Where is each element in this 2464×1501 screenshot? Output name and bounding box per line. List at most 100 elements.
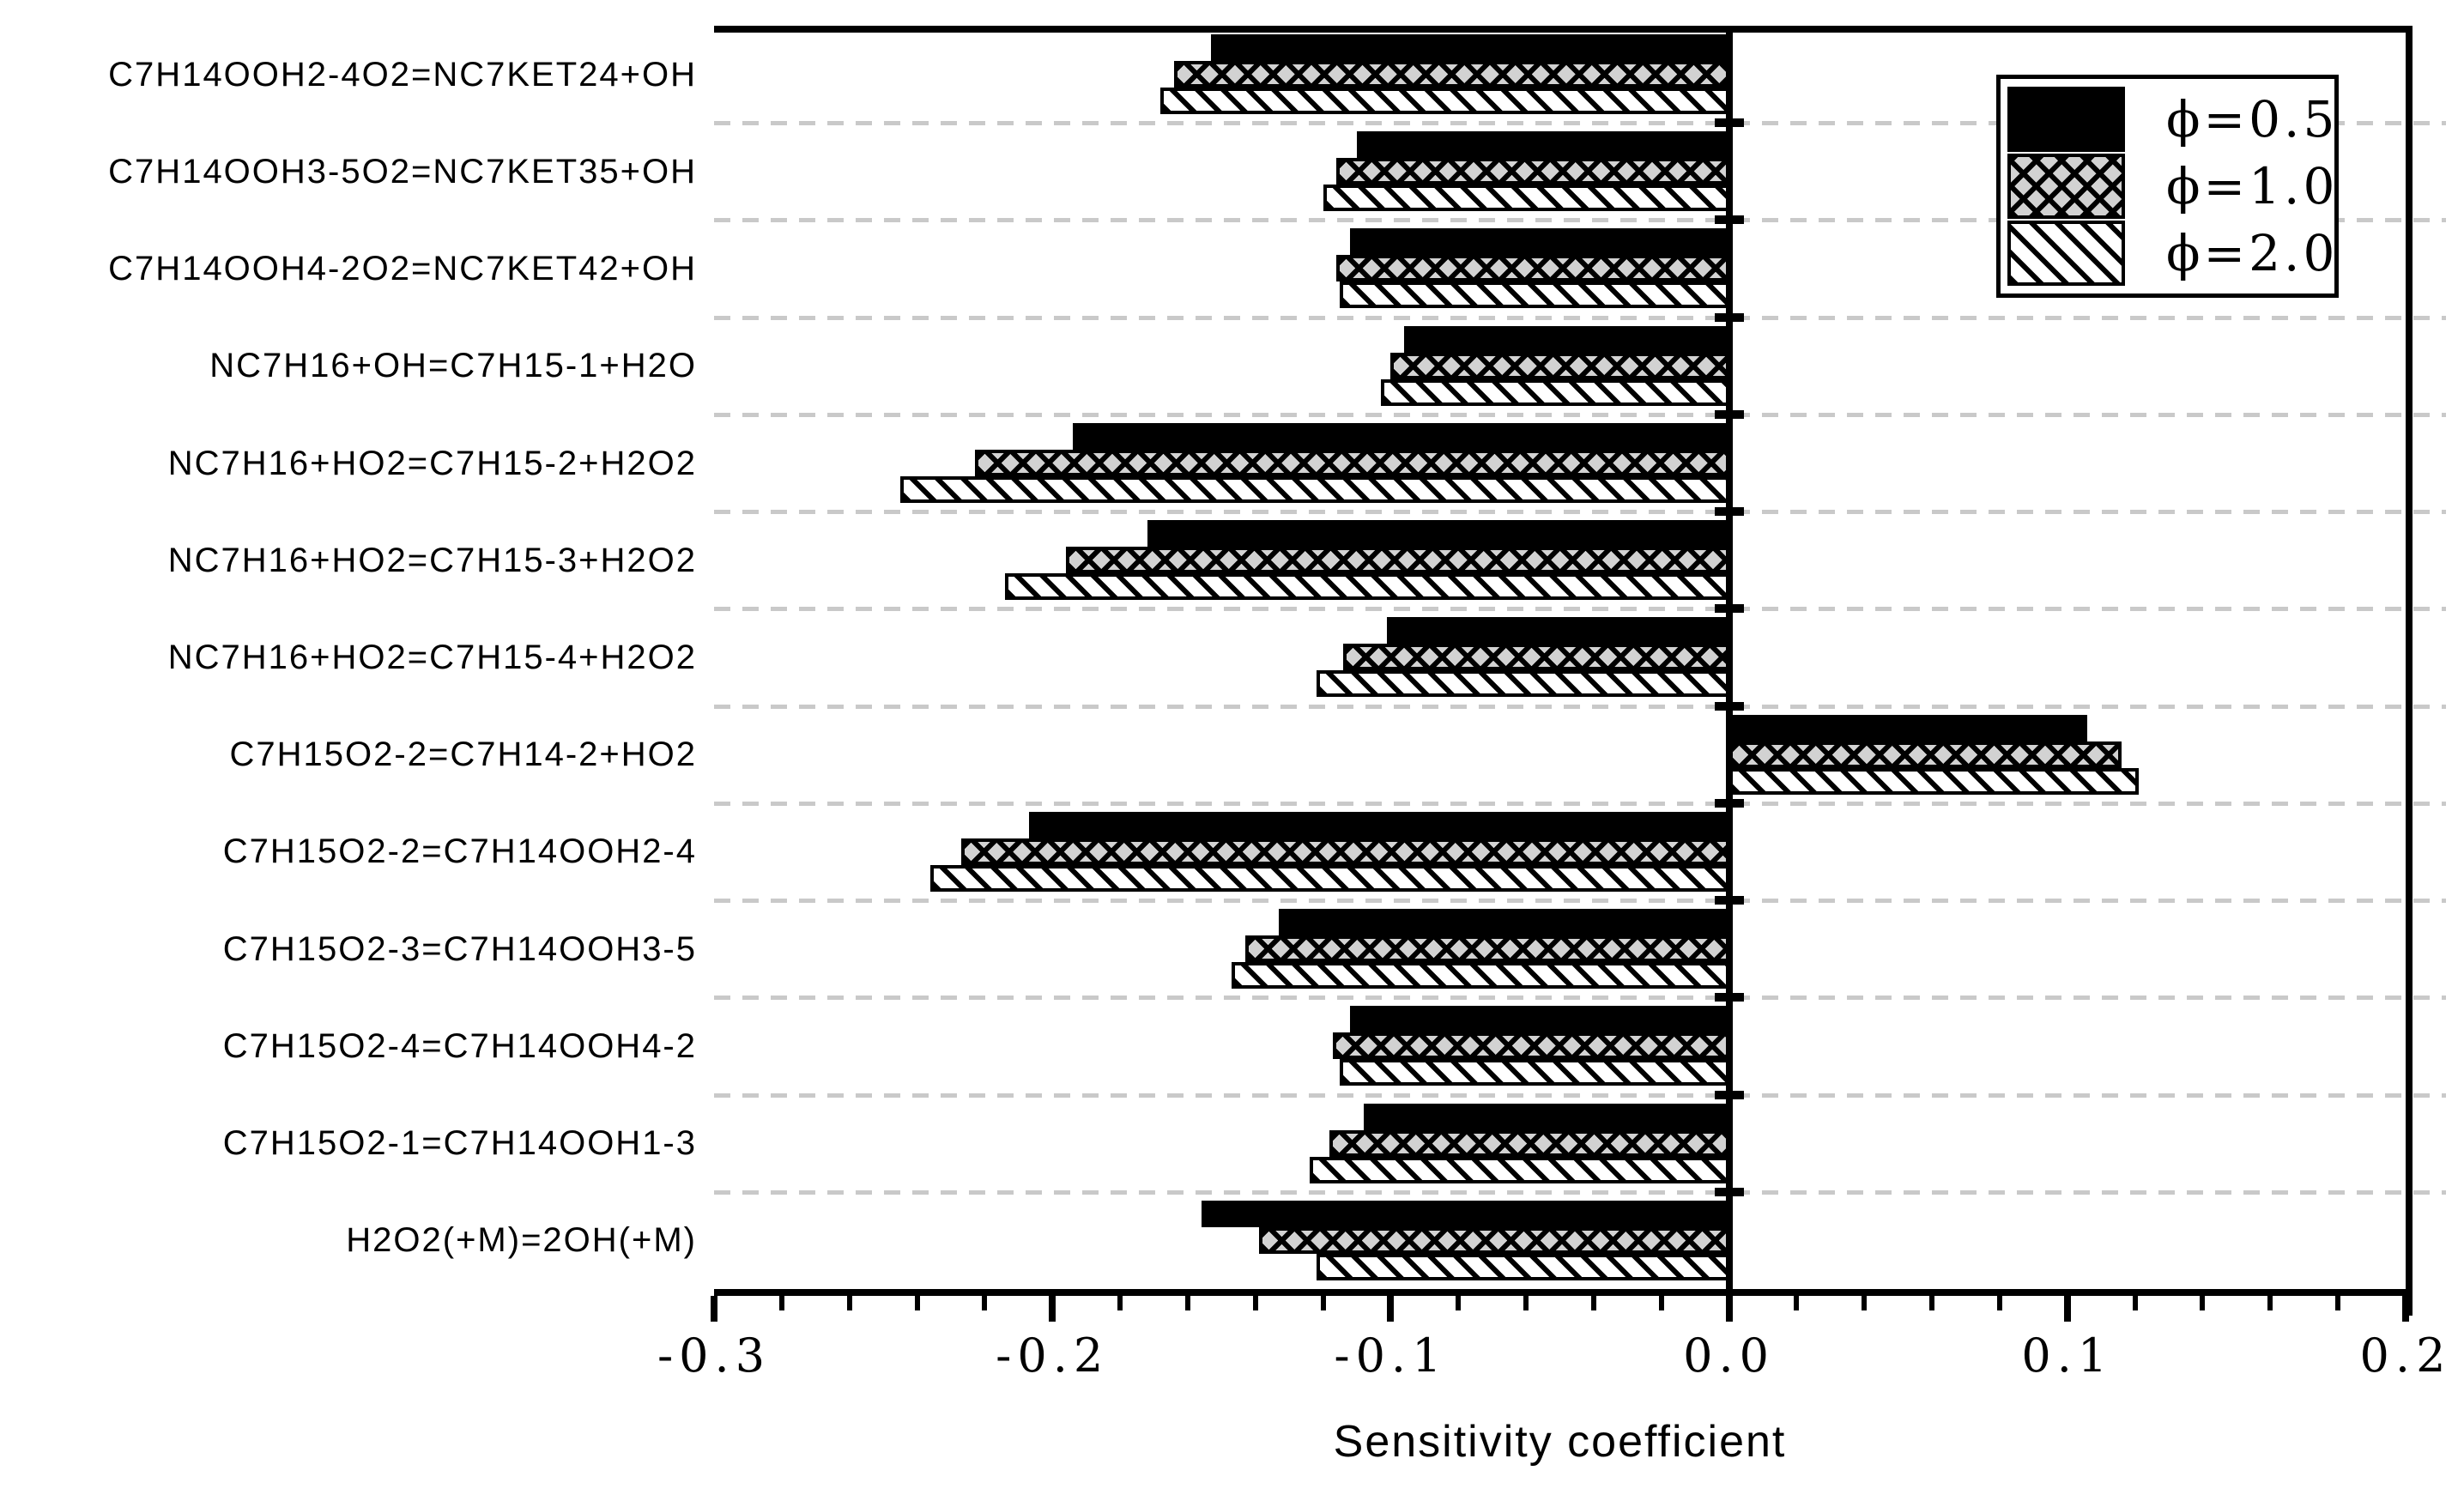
x-major-tick [2402, 1296, 2409, 1322]
zero-axis-tick [1714, 215, 1744, 225]
zero-axis-tick [1714, 312, 1744, 322]
zero-axis-tick [1714, 896, 1744, 905]
category-label: C7H14OOH2-4O2=NC7KET24+OH [108, 55, 697, 94]
x-tick-label: -0.2 [996, 1329, 1110, 1383]
bar-ϕ=0.5-row7 [1387, 617, 1729, 645]
legend-swatch-crosshatch [2007, 154, 2125, 219]
category-gridline [714, 996, 2446, 1001]
zero-axis-tick [1714, 798, 1744, 808]
zero-axis-tick [1714, 701, 1744, 711]
zero-axis-tick [1714, 507, 1744, 517]
category-label: C7H15O2-2=C7H14OOH2-4 [222, 832, 697, 871]
legend-entry-ϕ=2.0: ϕ=2.0 [2007, 220, 2334, 287]
plot-area [714, 26, 2446, 1289]
legend-swatch-solid-black [2007, 87, 2125, 152]
x-minor-tick [1252, 1296, 1258, 1310]
x-major-tick [1387, 1296, 1395, 1322]
bar-ϕ=1.0-row5 [974, 449, 1729, 476]
zero-axis-tick [1714, 1187, 1744, 1196]
bar-ϕ=2.0-row4 [1380, 378, 1729, 406]
x-minor-tick [778, 1296, 784, 1310]
bar-ϕ=2.0-row13 [1316, 1253, 1729, 1280]
legend-label: ϕ=1.0 [2166, 157, 2339, 215]
legend-label: ϕ=2.0 [2166, 224, 2339, 282]
bar-ϕ=0.5-row9 [1028, 811, 1729, 838]
category-label: C7H15O2-2=C7H14-2+HO2 [229, 735, 697, 774]
bar-ϕ=0.5-row6 [1147, 520, 1729, 548]
zero-axis-line [1725, 33, 1733, 1289]
bar-ϕ=1.0-row2 [1336, 158, 1729, 185]
zero-axis-tick [1714, 118, 1744, 128]
bar-ϕ=1.0-row9 [960, 838, 1729, 865]
category-gridline [714, 412, 2446, 417]
legend: ϕ=0.5 ϕ=1.0 ϕ=2.0 [1996, 75, 2339, 298]
bar-ϕ=2.0-row8 [1728, 767, 2139, 795]
x-axis-line [714, 1289, 2413, 1296]
category-label: C7H15O2-4=C7H14OOH4-2 [222, 1026, 697, 1065]
x-major-tick [1049, 1296, 1056, 1322]
category-gridline [714, 315, 2446, 320]
x-minor-tick [2200, 1296, 2206, 1310]
plot-frame-right [2406, 26, 2413, 1316]
x-minor-tick [1523, 1296, 1529, 1310]
category-label: NC7H16+HO2=C7H15-4+H2O2 [167, 639, 697, 676]
x-minor-tick [1590, 1296, 1596, 1310]
bar-ϕ=1.0-row11 [1333, 1032, 1729, 1060]
bar-ϕ=0.5-row12 [1363, 1103, 1729, 1130]
x-minor-tick [2335, 1296, 2341, 1310]
x-minor-tick [846, 1296, 852, 1310]
legend-label: ϕ=0.5 [2166, 90, 2339, 148]
category-gridline [714, 510, 2446, 515]
x-tick-label: -0.3 [657, 1329, 772, 1383]
bar-ϕ=2.0-row7 [1316, 670, 1729, 698]
category-label: C7H15O2-1=C7H14OOH1-3 [222, 1124, 697, 1163]
bar-ϕ=0.5-row13 [1201, 1200, 1729, 1227]
x-minor-tick [1862, 1296, 1868, 1310]
bar-ϕ=0.5-row3 [1350, 228, 1729, 256]
bar-ϕ=1.0-row3 [1336, 255, 1729, 282]
bar-ϕ=2.0-row11 [1340, 1059, 1729, 1086]
bar-ϕ=0.5-row1 [1211, 34, 1729, 61]
x-tick-label: 0.0 [1683, 1329, 1776, 1383]
bar-ϕ=2.0-row1 [1160, 88, 1729, 114]
category-label: H2O2(+M)=2OH(+M) [346, 1221, 697, 1260]
x-minor-tick [1184, 1296, 1190, 1310]
x-major-tick [2063, 1296, 2071, 1322]
bar-ϕ=1.0-row6 [1065, 547, 1729, 574]
category-gridline [714, 218, 2446, 223]
category-gridline [714, 899, 2446, 904]
x-major-tick [1725, 1296, 1733, 1322]
legend-swatch-diagonal-hatch [2007, 221, 2125, 286]
category-gridline [714, 704, 2446, 709]
category-gridline [714, 1092, 2446, 1098]
category-label: C7H14OOH4-2O2=NC7KET42+OH [108, 250, 697, 288]
bar-ϕ=0.5-row11 [1350, 1006, 1729, 1033]
category-label: C7H15O2-3=C7H14OOH3-5 [222, 929, 697, 968]
bar-ϕ=1.0-row10 [1244, 935, 1729, 963]
bar-ϕ=2.0-row12 [1309, 1156, 1729, 1183]
category-label: C7H14OOH3-5O2=NC7KET35+OH [108, 152, 697, 191]
bar-ϕ=2.0-row2 [1323, 185, 1729, 212]
bar-ϕ=2.0-row6 [1005, 573, 1729, 601]
zero-axis-tick [1714, 409, 1744, 419]
x-tick-label: -0.1 [1334, 1329, 1448, 1383]
zero-axis-tick [1714, 1090, 1744, 1099]
bar-ϕ=2.0-row5 [899, 475, 1729, 503]
x-minor-tick [2267, 1296, 2273, 1310]
bar-ϕ=1.0-row7 [1343, 644, 1729, 671]
x-minor-tick [1996, 1296, 2002, 1310]
bar-ϕ=1.0-row12 [1329, 1129, 1729, 1157]
zero-axis-tick [1714, 604, 1744, 614]
x-minor-tick [982, 1296, 988, 1310]
bar-ϕ=1.0-row4 [1390, 352, 1729, 379]
bar-ϕ=0.5-row10 [1279, 909, 1729, 936]
x-minor-tick [1794, 1296, 1800, 1310]
x-tick-label: 0.2 [2359, 1329, 2452, 1383]
category-label: NC7H16+HO2=C7H15-3+H2O2 [167, 541, 697, 579]
bar-ϕ=0.5-row8 [1728, 714, 2088, 741]
category-label: NC7H16+OH=C7H15-1+H2O [209, 347, 697, 385]
bar-ϕ=2.0-row10 [1232, 962, 1729, 990]
bar-ϕ=0.5-row2 [1356, 131, 1729, 159]
x-minor-tick [1320, 1296, 1326, 1310]
